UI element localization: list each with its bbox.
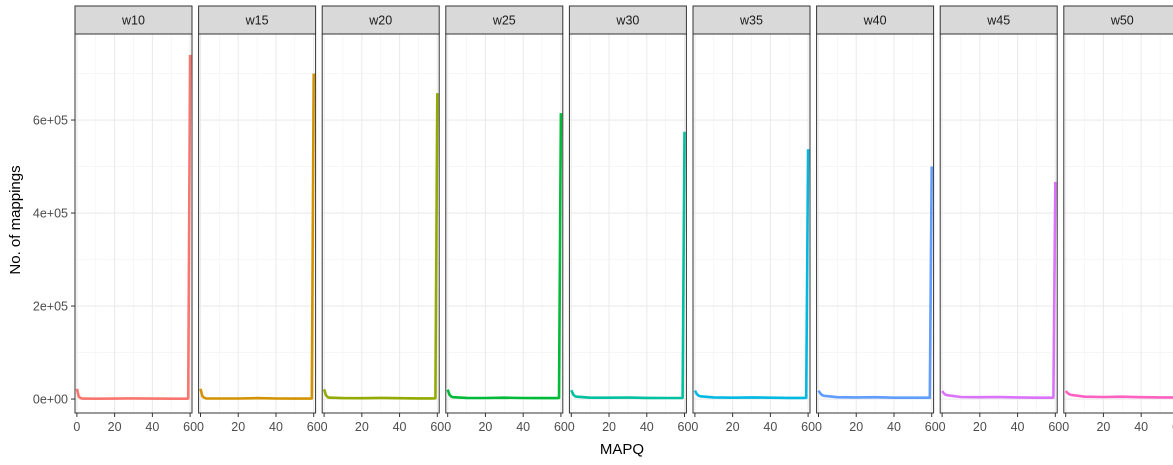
- y-tick-label: 0e+00: [33, 393, 68, 407]
- facet-panel-w25: w25 0 20 40 60: [444, 5, 568, 434]
- x-tick-label: 60: [925, 420, 939, 434]
- x-tick-label: 40: [269, 420, 283, 434]
- x-tick-label: 60: [801, 420, 815, 434]
- x-tick-label: 20: [231, 420, 245, 434]
- facet-strip-label: w15: [245, 14, 269, 28]
- series-line-w20: [322, 93, 439, 400]
- panel-background: [1063, 34, 1173, 413]
- panel-border: [445, 33, 564, 414]
- facet-strip-label: w30: [615, 14, 639, 28]
- x-tick-label: 60: [554, 420, 568, 434]
- x-tick-label: 0: [197, 420, 204, 434]
- facet-strip-label: w40: [863, 14, 887, 28]
- facet-strip-label: w25: [492, 14, 516, 28]
- x-tick-label: 0: [321, 420, 328, 434]
- y-tick-label: 6e+05: [33, 114, 68, 128]
- y-tick-label: 2e+05: [33, 300, 68, 314]
- series-line-w50: [1064, 390, 1173, 399]
- facet-panel-w20: w20 0 20 40 60: [321, 5, 444, 434]
- series-line-w30: [570, 131, 686, 400]
- panel-border: [692, 33, 811, 414]
- x-tick-label: 60: [183, 420, 197, 434]
- x-tick-label: 0: [568, 420, 575, 434]
- x-tick-label: 40: [1011, 420, 1025, 434]
- x-tick-label: 20: [602, 420, 616, 434]
- x-tick-label: 20: [355, 420, 369, 434]
- x-tick-label: 20: [478, 420, 492, 434]
- panel-border: [198, 33, 317, 414]
- facet-panel-w35: w35 0 20 40 60: [691, 5, 815, 434]
- x-tick-label: 40: [1134, 420, 1148, 434]
- x-tick-label: 0: [939, 420, 946, 434]
- facet-strip-label: w45: [986, 14, 1010, 28]
- facet-strip: [1063, 5, 1173, 35]
- x-tick-label: 60: [430, 420, 444, 434]
- series-line-w45: [941, 181, 1057, 400]
- x-tick-label: 20: [973, 420, 987, 434]
- facet-panel-w10: w10 0 20 40 60: [73, 5, 197, 434]
- x-axis-label: MAPQ: [600, 441, 644, 458]
- facet-strip: [568, 5, 687, 35]
- facet-strip-label: w20: [368, 14, 392, 28]
- x-tick-label: 60: [678, 420, 692, 434]
- facet-panel-w45: w45 0 20 40 60: [939, 5, 1062, 434]
- x-tick-label: 40: [640, 420, 654, 434]
- facet-panel-w50: w50 0 20 40 60: [1062, 5, 1173, 434]
- facet-strip: [74, 5, 193, 35]
- x-tick-label: 20: [849, 420, 863, 434]
- facet-strip-label: w10: [121, 14, 145, 28]
- panel-border: [1063, 33, 1173, 414]
- facet-strip: [939, 5, 1058, 35]
- x-tick-label: 40: [763, 420, 777, 434]
- x-tick-label: 0: [444, 420, 451, 434]
- x-tick-label: 40: [145, 420, 159, 434]
- facet-strip: [321, 5, 440, 35]
- panel-border: [74, 33, 193, 414]
- x-tick-label: 60: [1048, 420, 1062, 434]
- panel-border: [816, 33, 935, 414]
- x-tick-label: 40: [516, 420, 530, 434]
- x-tick-label: 0: [1062, 420, 1069, 434]
- series-line-w40: [817, 166, 933, 400]
- x-tick-label: 20: [726, 420, 740, 434]
- facet-panel-w40: w40 0 20 40 60: [815, 5, 939, 434]
- series-line-w25: [446, 113, 563, 400]
- x-tick-label: 0: [815, 420, 822, 434]
- series-line-w15: [199, 73, 315, 400]
- x-tick-label: 40: [393, 420, 407, 434]
- facet-panel-w30: w30 0 20 40 60: [568, 5, 692, 434]
- series-line-w35: [693, 149, 810, 400]
- facet-strip-label: w50: [1110, 14, 1134, 28]
- x-tick-label: 20: [1096, 420, 1110, 434]
- x-tick-label: 0: [73, 420, 80, 434]
- panel-border: [321, 33, 440, 414]
- x-tick-label: 20: [108, 420, 122, 434]
- facet-panel-w15: w15 0 20 40 60: [197, 5, 321, 434]
- x-tick-label: 60: [307, 420, 321, 434]
- y-tick-label: 4e+05: [33, 207, 68, 221]
- x-tick-label: 60: [1172, 420, 1173, 434]
- x-tick-label: 0: [691, 420, 698, 434]
- facet-strip-label: w35: [739, 14, 763, 28]
- panel-border: [568, 33, 687, 414]
- facet-strip: [445, 5, 564, 35]
- y-axis-label: No. of mappings: [7, 165, 24, 274]
- series-line-w10: [75, 54, 192, 401]
- panel-border: [939, 33, 1058, 414]
- x-tick-label: 40: [887, 420, 901, 434]
- facet-strip: [198, 5, 317, 35]
